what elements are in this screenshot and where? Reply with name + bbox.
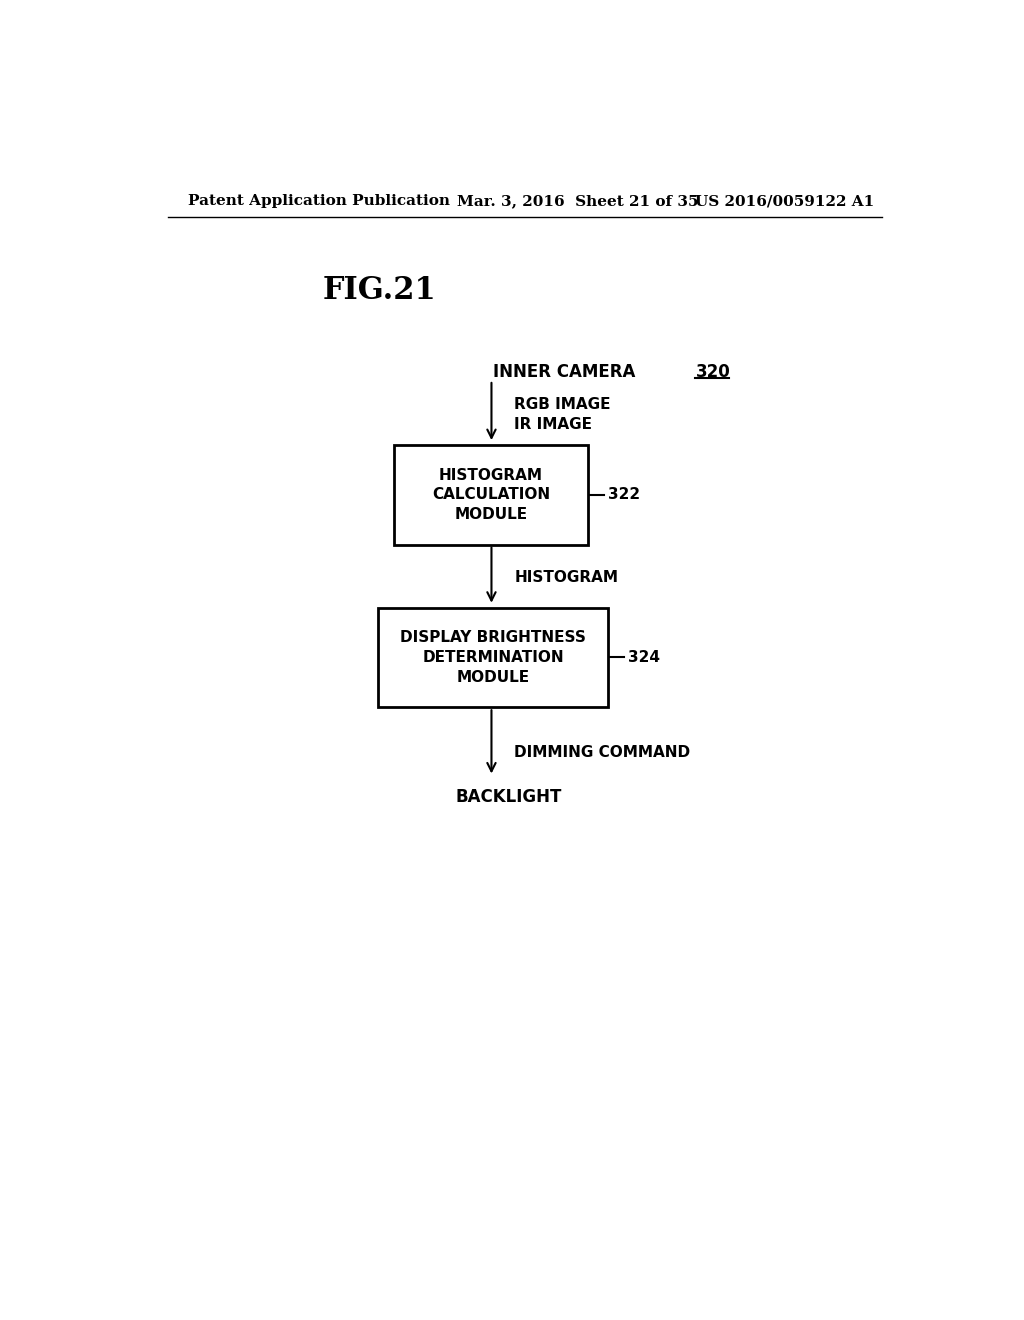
Text: US 2016/0059122 A1: US 2016/0059122 A1	[695, 194, 874, 209]
Text: INNER CAMERA: INNER CAMERA	[494, 363, 636, 381]
Text: BACKLIGHT: BACKLIGHT	[456, 788, 562, 805]
Text: HISTOGRAM
CALCULATION
MODULE: HISTOGRAM CALCULATION MODULE	[432, 467, 550, 523]
Text: DIMMING COMMAND: DIMMING COMMAND	[514, 746, 690, 760]
Text: DISPLAY BRIGHTNESS
DETERMINATION
MODULE: DISPLAY BRIGHTNESS DETERMINATION MODULE	[400, 630, 586, 685]
Text: FIG.21: FIG.21	[323, 275, 436, 306]
Text: 322: 322	[608, 487, 640, 503]
Text: HISTOGRAM: HISTOGRAM	[514, 570, 618, 585]
Bar	[394, 445, 589, 545]
Bar	[378, 607, 608, 708]
Text: RGB IMAGE
IR IMAGE: RGB IMAGE IR IMAGE	[514, 397, 611, 432]
Text: Mar. 3, 2016  Sheet 21 of 35: Mar. 3, 2016 Sheet 21 of 35	[458, 194, 698, 209]
Text: 320: 320	[695, 363, 730, 381]
Text: Patent Application Publication: Patent Application Publication	[187, 194, 450, 209]
Text: 324: 324	[628, 649, 660, 665]
